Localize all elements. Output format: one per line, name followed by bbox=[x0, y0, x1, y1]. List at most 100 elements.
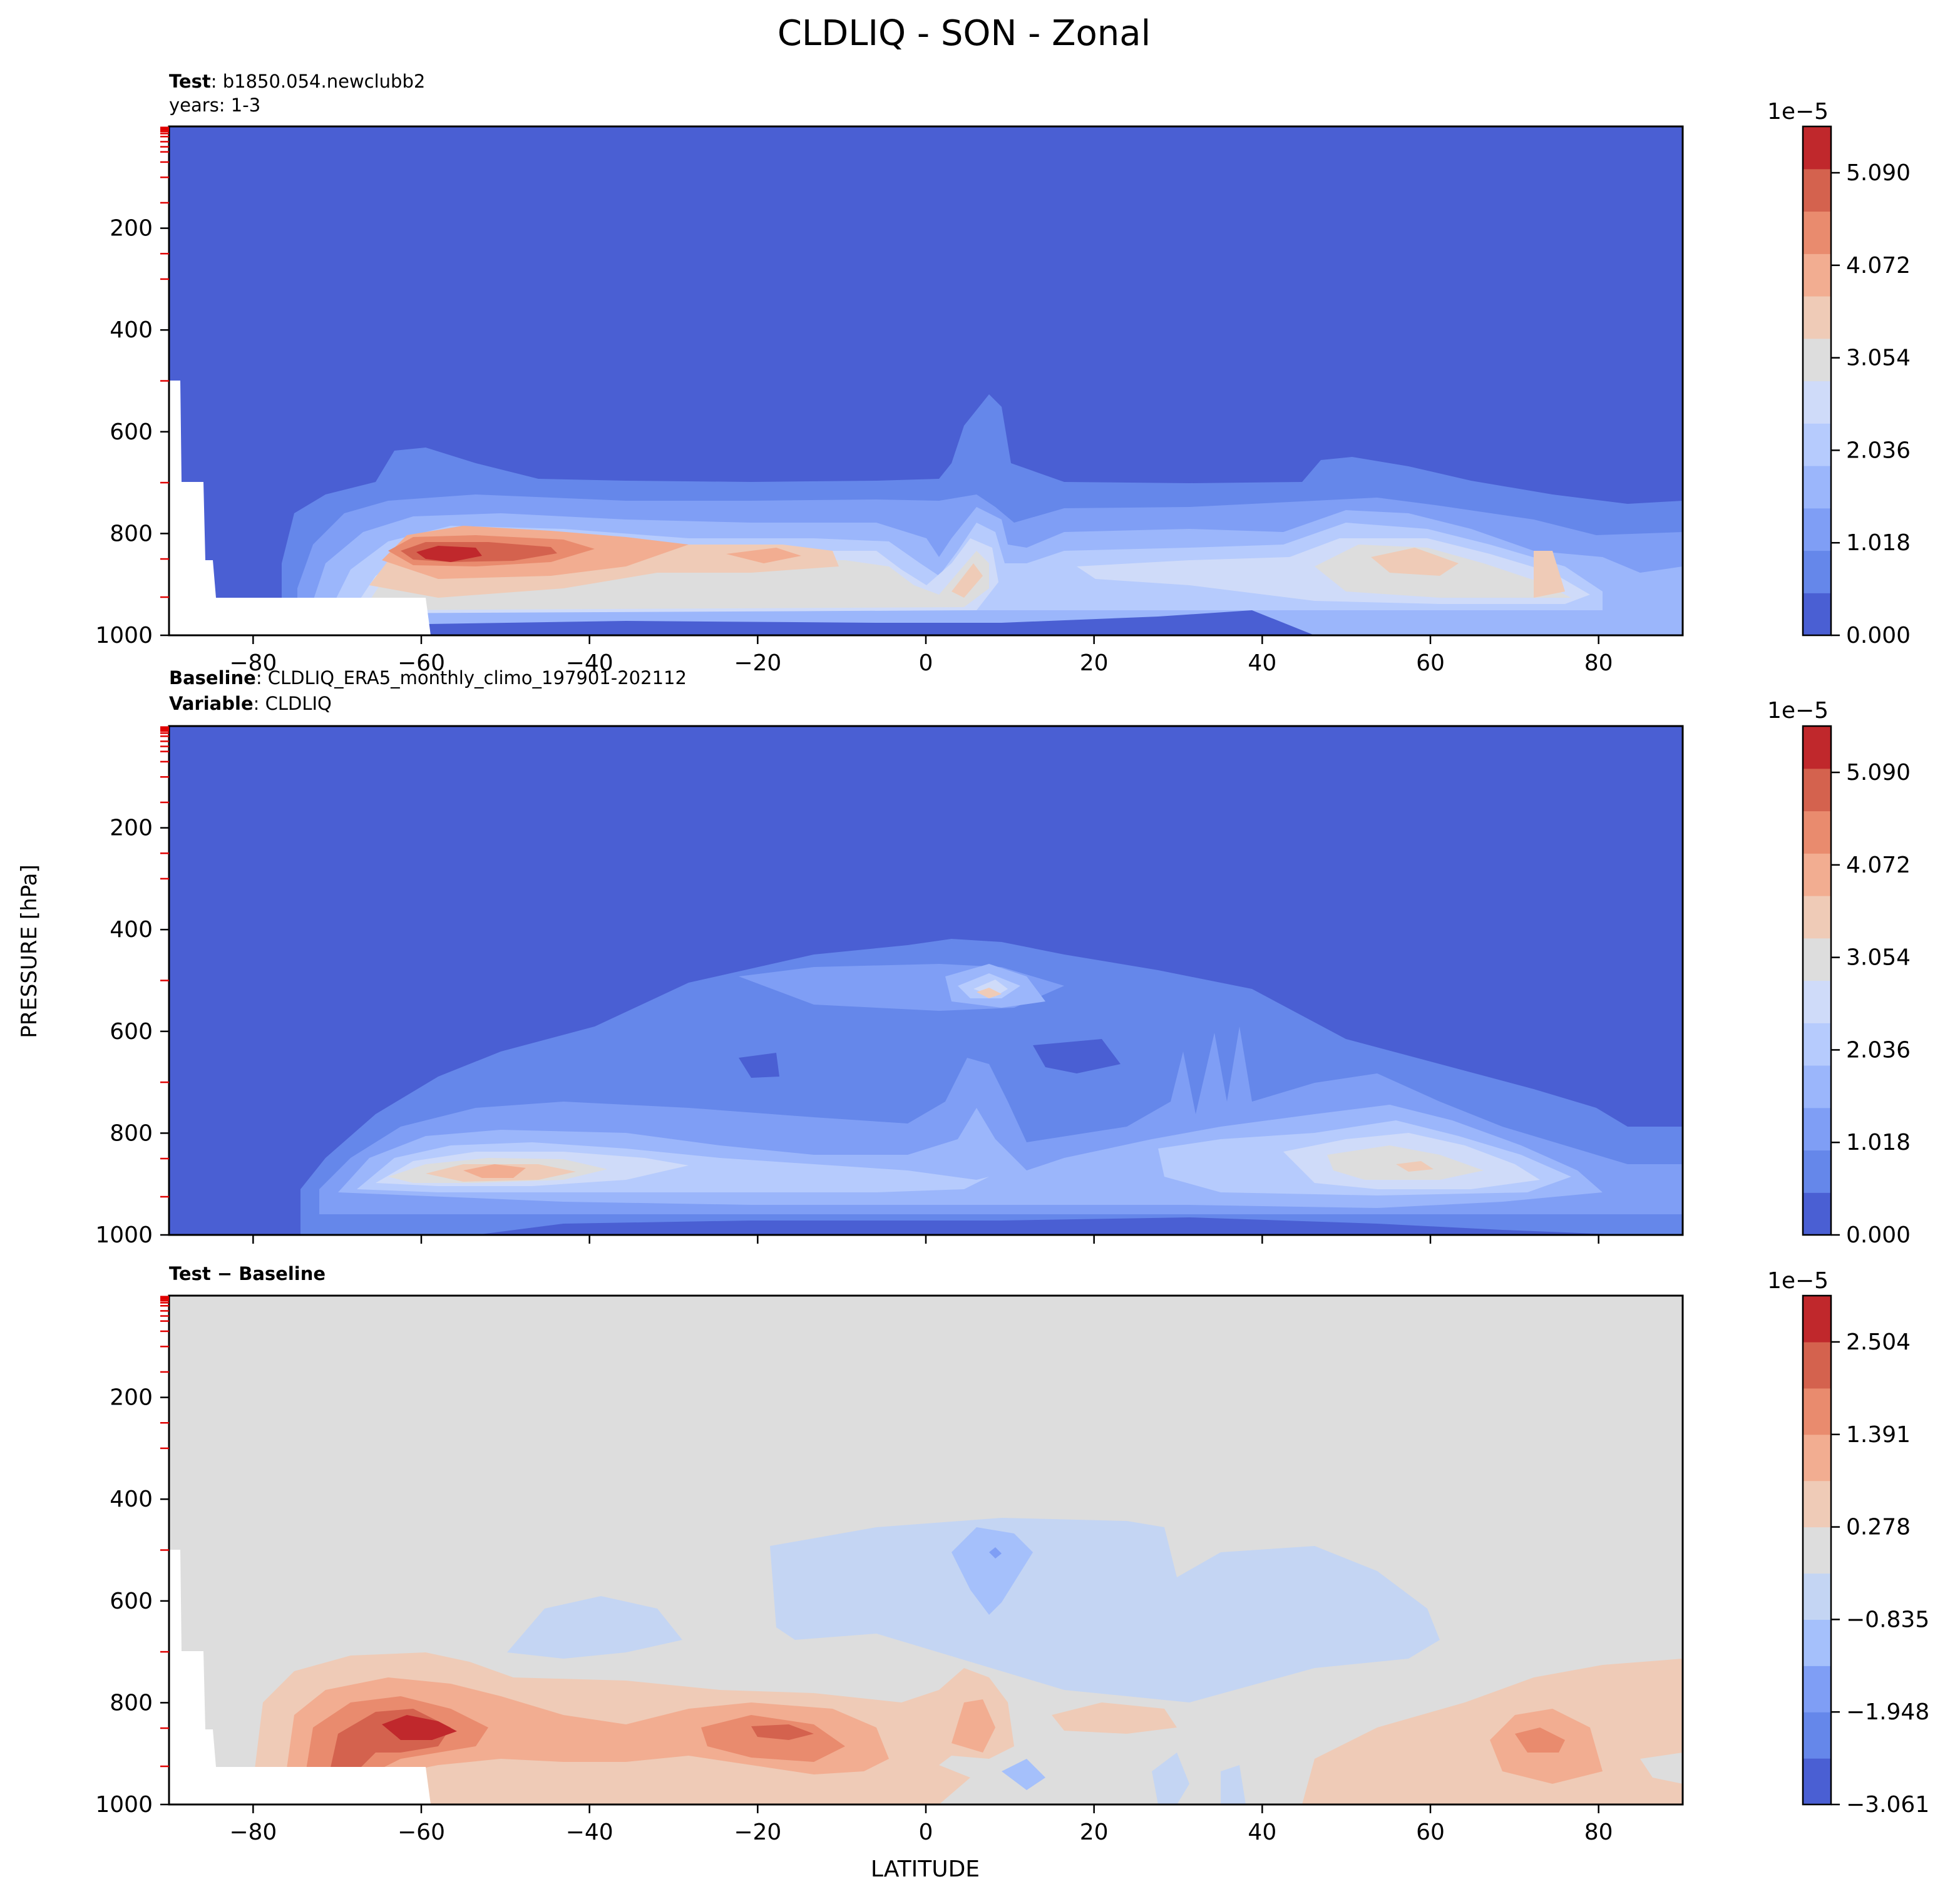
contour-level-neg1 bbox=[507, 1518, 1440, 1804]
colorbar-tick-label: 1.018 bbox=[1846, 530, 1911, 556]
y-tick-label: 800 bbox=[110, 521, 153, 546]
colorbar-swatch bbox=[1803, 1065, 1831, 1108]
x-axis-baseline bbox=[252, 1235, 1599, 1244]
colorbar-swatch bbox=[1803, 1666, 1831, 1712]
x-tick-label: 80 bbox=[1584, 650, 1613, 676]
x-tick-label: 80 bbox=[1584, 1820, 1613, 1845]
colorbar-tick-label: 2.036 bbox=[1846, 438, 1911, 463]
colorbar-swatch bbox=[1803, 1023, 1831, 1066]
test-header-line2: years: 1-3 bbox=[169, 95, 260, 116]
colorbar-tick-label: 2.036 bbox=[1846, 1037, 1911, 1063]
colorbar-tick-label: −0.835 bbox=[1846, 1607, 1929, 1632]
colorbar-tick-label: 2.504 bbox=[1846, 1329, 1911, 1355]
colorbar-tick-label: −3.061 bbox=[1846, 1792, 1929, 1818]
y-tick-label: 200 bbox=[110, 1385, 153, 1411]
x-tick-label: 20 bbox=[1080, 650, 1109, 676]
missing-data-mask bbox=[169, 381, 431, 635]
colorbar-swatch bbox=[1803, 726, 1831, 769]
panel-baseline: Baseline: CLDLIQ_ERA5_monthly_climo_1979… bbox=[95, 667, 1911, 1248]
x-tick-label: 40 bbox=[1248, 650, 1276, 676]
x-tick-label: −80 bbox=[229, 650, 277, 676]
colorbar-swatch bbox=[1803, 550, 1831, 593]
colorbar-swatch bbox=[1803, 853, 1831, 896]
x-axis-label: LATITUDE bbox=[871, 1856, 980, 1882]
baseline-header-line1: Baseline: CLDLIQ_ERA5_monthly_climo_1979… bbox=[169, 667, 687, 688]
colorbar-swatch bbox=[1803, 1150, 1831, 1193]
colorbar-baseline: 0.000 1.018 2.036 3.054 4.072 5.090 bbox=[1802, 725, 1911, 1248]
y-tick-label: 400 bbox=[110, 317, 153, 343]
x-tick-label: 0 bbox=[919, 650, 933, 676]
baseline-header-line2: Variable: CLDLIQ bbox=[169, 693, 332, 714]
colorbar-swatch bbox=[1803, 466, 1831, 509]
colorbar-swatch bbox=[1803, 1388, 1831, 1435]
colorbar-swatch bbox=[1803, 1619, 1831, 1666]
colorbar-swatch bbox=[1803, 593, 1831, 636]
colorbar-tick-label: 4.072 bbox=[1846, 253, 1911, 279]
difference-header: Test − Baseline bbox=[169, 1263, 326, 1284]
test-header-value: : b1850.054.newclubb2 bbox=[211, 71, 426, 92]
colorbar-frame bbox=[1802, 125, 1832, 637]
colorbar-swatch bbox=[1803, 1527, 1831, 1574]
y-tick-label: 400 bbox=[110, 917, 153, 943]
variable-header-label: Variable bbox=[169, 693, 254, 714]
contour-base-band bbox=[351, 610, 1315, 635]
colorbar-tick-label: 0.000 bbox=[1846, 623, 1911, 648]
colorbar-swatch bbox=[1803, 811, 1831, 854]
panel-test: Test: b1850.054.newclubb2 years: 1-3 −80… bbox=[95, 71, 1911, 676]
test-header-label: Test bbox=[169, 71, 211, 92]
y-axis-baseline: 200 400 600 800 1000 bbox=[95, 726, 169, 1248]
baseline-header-label: Baseline bbox=[169, 667, 256, 688]
colorbar-tick-label: 3.054 bbox=[1846, 945, 1911, 971]
variable-header-value: : CLDLIQ bbox=[254, 693, 332, 714]
contour-level-pos2 bbox=[282, 1677, 1603, 1804]
colorbar-swatch bbox=[1803, 1434, 1831, 1482]
missing-data-mask bbox=[169, 1550, 431, 1804]
x-axis-difference: −80 −60 −40 −20 0 20 40 60 80 bbox=[229, 1804, 1613, 1845]
figure-title: CLDLIQ - SON - Zonal bbox=[777, 13, 1151, 54]
y-tick-label: 600 bbox=[110, 419, 153, 445]
contour-field-difference bbox=[169, 1296, 1683, 1804]
y-tick-label: 1000 bbox=[95, 623, 153, 648]
colorbar-swatch bbox=[1803, 980, 1831, 1023]
colorbar-test: 0.000 1.018 2.036 3.054 4.072 5.090 bbox=[1802, 125, 1911, 648]
x-tick-label: 40 bbox=[1248, 1820, 1276, 1845]
colorbar-swatch bbox=[1803, 1107, 1831, 1151]
panel-difference: Test − Baseline −80 −60 −40 −20 0 20 40 60 80 20… bbox=[95, 1263, 1929, 1845]
colorbar-swatch bbox=[1803, 338, 1831, 382]
contour-field-test bbox=[169, 126, 1683, 635]
x-tick-label: 60 bbox=[1416, 1820, 1445, 1845]
colorbar-swatch bbox=[1803, 381, 1831, 424]
colorbar-swatch bbox=[1803, 296, 1831, 339]
colorbar-tick-label: 1.018 bbox=[1846, 1130, 1911, 1155]
y-tick-label: 600 bbox=[110, 1019, 153, 1045]
colorbar-swatch bbox=[1803, 896, 1831, 939]
y-tick-label: 400 bbox=[110, 1487, 153, 1512]
colorbar-swatch bbox=[1803, 1480, 1831, 1528]
x-tick-label: 0 bbox=[919, 1820, 933, 1845]
colorbar-frame bbox=[1802, 1294, 1832, 1806]
contour-level-4 bbox=[357, 973, 1571, 1195]
test-header-line1: Test: b1850.054.newclubb2 bbox=[169, 71, 425, 92]
colorbar-swatch bbox=[1803, 168, 1831, 212]
colorbar-tick-label: 1.391 bbox=[1846, 1422, 1911, 1448]
contour-level-pos5 bbox=[382, 1715, 457, 1740]
x-tick-label: −40 bbox=[566, 1820, 613, 1845]
contour-base-band bbox=[476, 1217, 1628, 1235]
baseline-header-value: : CLDLIQ_ERA5_monthly_climo_197901-20211… bbox=[256, 667, 687, 688]
y-tick-label: 200 bbox=[110, 816, 153, 841]
colorbar-multiplier-test: 1e−5 bbox=[1767, 99, 1829, 125]
contour-level-pos3 bbox=[300, 1696, 1565, 1804]
x-tick-label: −20 bbox=[734, 1820, 781, 1845]
y-tick-label: 1000 bbox=[95, 1222, 153, 1248]
colorbar-swatch bbox=[1803, 768, 1831, 812]
colorbar-swatch bbox=[1803, 938, 1831, 981]
colorbar-tick-label: 3.054 bbox=[1846, 346, 1911, 371]
colorbar-tick-label: 5.090 bbox=[1846, 160, 1911, 186]
x-axis-test: −80 −60 −40 −20 0 20 40 60 80 bbox=[229, 635, 1613, 676]
y-tick-label: 1000 bbox=[95, 1792, 153, 1818]
y-tick-label: 800 bbox=[110, 1690, 153, 1716]
colorbar-tick-label: 0.000 bbox=[1846, 1222, 1911, 1248]
colorbar-tick-label: 4.072 bbox=[1846, 852, 1911, 878]
colorbar-swatch bbox=[1803, 508, 1831, 551]
